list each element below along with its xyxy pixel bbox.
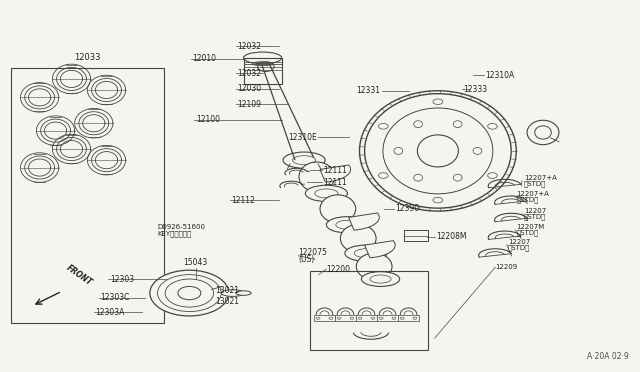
Ellipse shape [527,120,559,145]
Ellipse shape [283,152,325,168]
Text: FRONT: FRONT [65,263,94,288]
Text: 12207: 12207 [524,208,546,214]
Text: A·20A 02·9: A·20A 02·9 [588,352,629,361]
Bar [244,58,282,84]
Text: 12032: 12032 [237,69,261,78]
Polygon shape [349,213,380,230]
Bar [314,315,335,321]
Bar [398,315,419,321]
Text: 〈STD〉: 〈STD〉 [516,196,539,203]
Text: 〈STD〉: 〈STD〉 [524,213,547,220]
Text: 12100: 12100 [196,115,220,124]
Bar [404,230,428,241]
Ellipse shape [221,290,244,296]
Text: 12032: 12032 [237,42,261,51]
Text: 12111: 12111 [323,178,347,187]
Text: 12208M: 12208M [436,232,467,241]
Text: D0926-51600: D0926-51600 [157,224,205,230]
Text: 12207M: 12207M [516,224,545,230]
Text: 13021: 13021 [216,297,239,306]
Text: 15043: 15043 [184,258,208,267]
Ellipse shape [299,162,335,192]
Bar [356,315,377,321]
Text: 12331: 12331 [356,86,381,95]
Ellipse shape [320,195,356,223]
Text: 12207+A: 12207+A [524,175,557,181]
Ellipse shape [340,224,376,253]
Text: 〈STD〉: 〈STD〉 [524,180,547,187]
Text: 12109: 12109 [237,100,261,109]
Text: 12390: 12390 [395,204,419,214]
Ellipse shape [345,245,387,261]
Text: 12112: 12112 [231,196,255,205]
Ellipse shape [236,291,251,295]
Text: 12303A: 12303A [96,308,125,317]
Text: 12333: 12333 [463,85,488,94]
Text: 12207+A: 12207+A [516,191,549,197]
Ellipse shape [326,217,369,233]
Bar [310,271,428,350]
Ellipse shape [360,91,516,211]
Text: 12303: 12303 [109,275,134,283]
Bar [11,68,164,323]
Text: 〈STD〉: 〈STD〉 [516,230,539,236]
Ellipse shape [362,272,399,286]
Text: 12200: 12200 [326,264,350,273]
Text: 12033: 12033 [74,53,100,62]
Text: 12111: 12111 [323,166,347,174]
Ellipse shape [356,253,392,280]
Text: KEYキー（２）: KEYキー（２） [157,230,192,237]
Text: 12303C: 12303C [100,293,129,302]
Text: 13021: 13021 [216,286,239,295]
Polygon shape [320,165,351,182]
Text: 12030: 12030 [237,84,261,93]
Text: 12310E: 12310E [288,133,317,142]
Text: 12310A: 12310A [486,71,515,80]
Bar [335,315,356,321]
Circle shape [150,270,229,316]
Bar [378,315,397,321]
Text: 122075: 122075 [298,248,327,257]
Text: 12207: 12207 [508,239,530,245]
Polygon shape [365,241,395,258]
Ellipse shape [305,185,348,202]
Text: 12010: 12010 [193,54,216,63]
Text: (US): (US) [298,254,315,264]
Text: 12209: 12209 [495,264,518,270]
Text: 〈STD〉: 〈STD〉 [508,244,531,251]
